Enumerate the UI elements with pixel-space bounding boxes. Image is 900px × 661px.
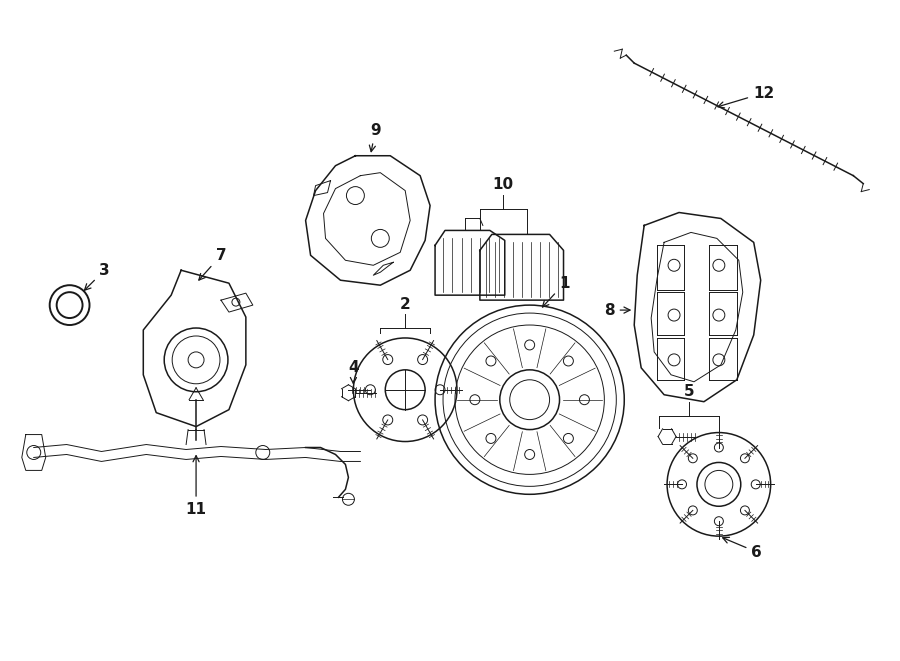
Text: 6: 6 [723,537,762,560]
Text: 12: 12 [718,85,774,108]
Text: 3: 3 [85,263,110,290]
Text: 4: 4 [348,360,359,383]
Text: 11: 11 [185,455,207,517]
Text: 2: 2 [400,297,410,311]
Text: 5: 5 [684,384,694,399]
Text: 7: 7 [199,248,226,280]
Text: 8: 8 [604,303,630,317]
Text: 9: 9 [369,124,381,151]
Text: 10: 10 [492,177,514,192]
Text: 1: 1 [543,276,570,307]
